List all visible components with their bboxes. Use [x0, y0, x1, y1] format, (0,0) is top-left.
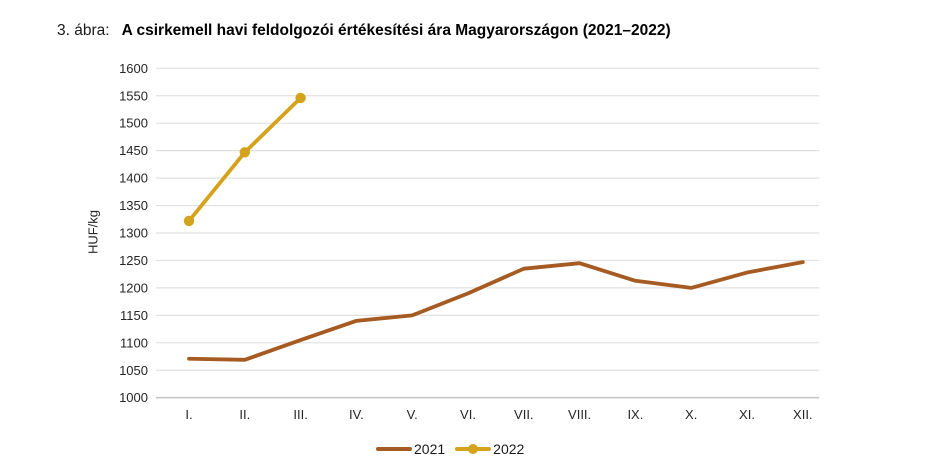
legend-item-2022: 2022	[455, 441, 524, 457]
legend-line-swatch-2022	[455, 444, 492, 454]
x-tick-label: XI.	[739, 407, 755, 422]
y-tick-label: 1050	[119, 363, 148, 378]
x-tick-label: I.	[185, 407, 192, 422]
y-axis-title: HUF/kg	[85, 209, 101, 255]
legend-label-2021: 2021	[414, 441, 446, 457]
series-point-2022	[239, 147, 250, 158]
y-tick-label: 1350	[119, 198, 148, 213]
legend: 2021 2022	[376, 441, 524, 457]
legend-line-swatch-2021	[376, 447, 412, 451]
figure-title: 3. ábra: A csirkemell havi feldolgozói é…	[57, 22, 671, 40]
y-tick-label: 1550	[119, 88, 148, 103]
y-tick-label: 1000	[119, 390, 148, 405]
x-tick-label: VI.	[460, 407, 476, 422]
x-tick-label: II.	[239, 407, 250, 422]
y-tick-label: 1250	[119, 253, 148, 268]
x-tick-label: IX.	[627, 407, 643, 422]
y-tick-label: 1150	[120, 308, 148, 323]
y-tick-label: 1100	[120, 335, 148, 350]
figure-number-label: 3. ábra:	[57, 22, 110, 39]
legend-item-2021: 2021	[376, 441, 445, 457]
x-tick-label: IV.	[349, 407, 364, 422]
series-point-2022	[183, 215, 195, 227]
y-tick-label: 1200	[119, 280, 148, 295]
y-tick-label: 1600	[119, 61, 148, 76]
y-tick-label: 1450	[119, 143, 148, 158]
y-tick-label: 1500	[119, 116, 148, 131]
x-tick-label: XII.	[793, 407, 813, 422]
legend-dot-2022	[468, 444, 479, 454]
figure-heading: A csirkemell havi feldolgozói értékesíté…	[121, 22, 671, 39]
series-point-2022	[295, 92, 306, 104]
x-tick-label: X.	[685, 407, 697, 422]
series-line-2021	[187, 260, 805, 362]
x-tick-label: III.	[293, 407, 307, 422]
legend-label-2022: 2022	[493, 441, 525, 457]
y-tick-label: 1300	[119, 226, 148, 241]
x-tick-label: VIII.	[568, 407, 591, 422]
x-tick-label: V.	[407, 407, 418, 422]
series-line-2022	[187, 96, 303, 223]
x-tick-label: VII.	[514, 407, 534, 422]
y-tick-label: 1400	[119, 171, 148, 186]
